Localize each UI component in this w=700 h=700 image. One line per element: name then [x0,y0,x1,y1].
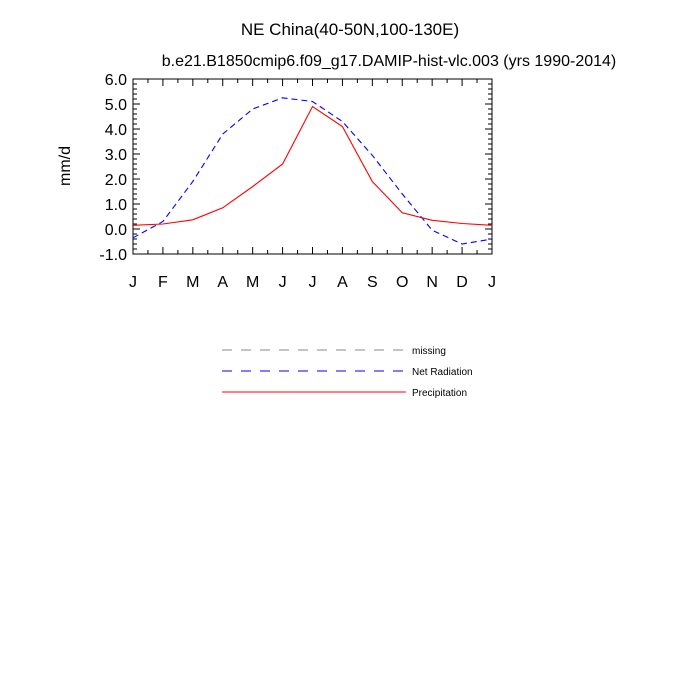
x-tick-label: F [158,274,168,291]
x-tick-label: J [309,274,317,291]
y-axis-label: mm/d [57,146,74,186]
x-tick-label: M [246,274,259,291]
y-tick-label: 3.0 [105,147,127,164]
legend-label-missing: missing [412,346,446,357]
x-tick-label: J [488,274,496,291]
y-tick-label: -1.0 [99,247,127,264]
x-tick-label: O [396,274,408,291]
x-tick-label: M [186,274,199,291]
plot-area: -1.0 0.0 1.0 2.0 3.0 4.0 5.0 6.0 J F M A M J J A S O N D J [99,72,496,291]
series-line-precipitation [132,105,493,226]
chart-title: NE China(40-50N,100-130E) [241,20,459,39]
y-tick-label: 4.0 [105,122,127,139]
chart-subtitle: b.e21.B1850cmip6.f09_g17.DAMIP-hist-vlc.… [162,53,616,70]
legend-label-precipitation: Precipitation [412,388,467,399]
y-tick-label: 5.0 [105,97,127,114]
legend: missing Net Radiation Precipitation [222,346,473,399]
x-tick-label: A [217,274,228,291]
y-tick-label: 1.0 [105,197,127,214]
plot-frame [132,78,493,255]
x-tick-label: N [426,274,438,291]
x-tick-label: J [279,274,287,291]
legend-label-net-radiation: Net Radiation [412,367,473,378]
y-tick-label: 0.0 [105,222,127,239]
x-tick-label: J [129,274,137,291]
y-tick-label: 6.0 [105,72,127,89]
y-tick-label: 2.0 [105,172,127,189]
x-tick-label: S [367,274,378,291]
x-tick-label: D [456,274,468,291]
x-tick-label: A [337,274,348,291]
series-line-net-radiation [132,97,493,245]
